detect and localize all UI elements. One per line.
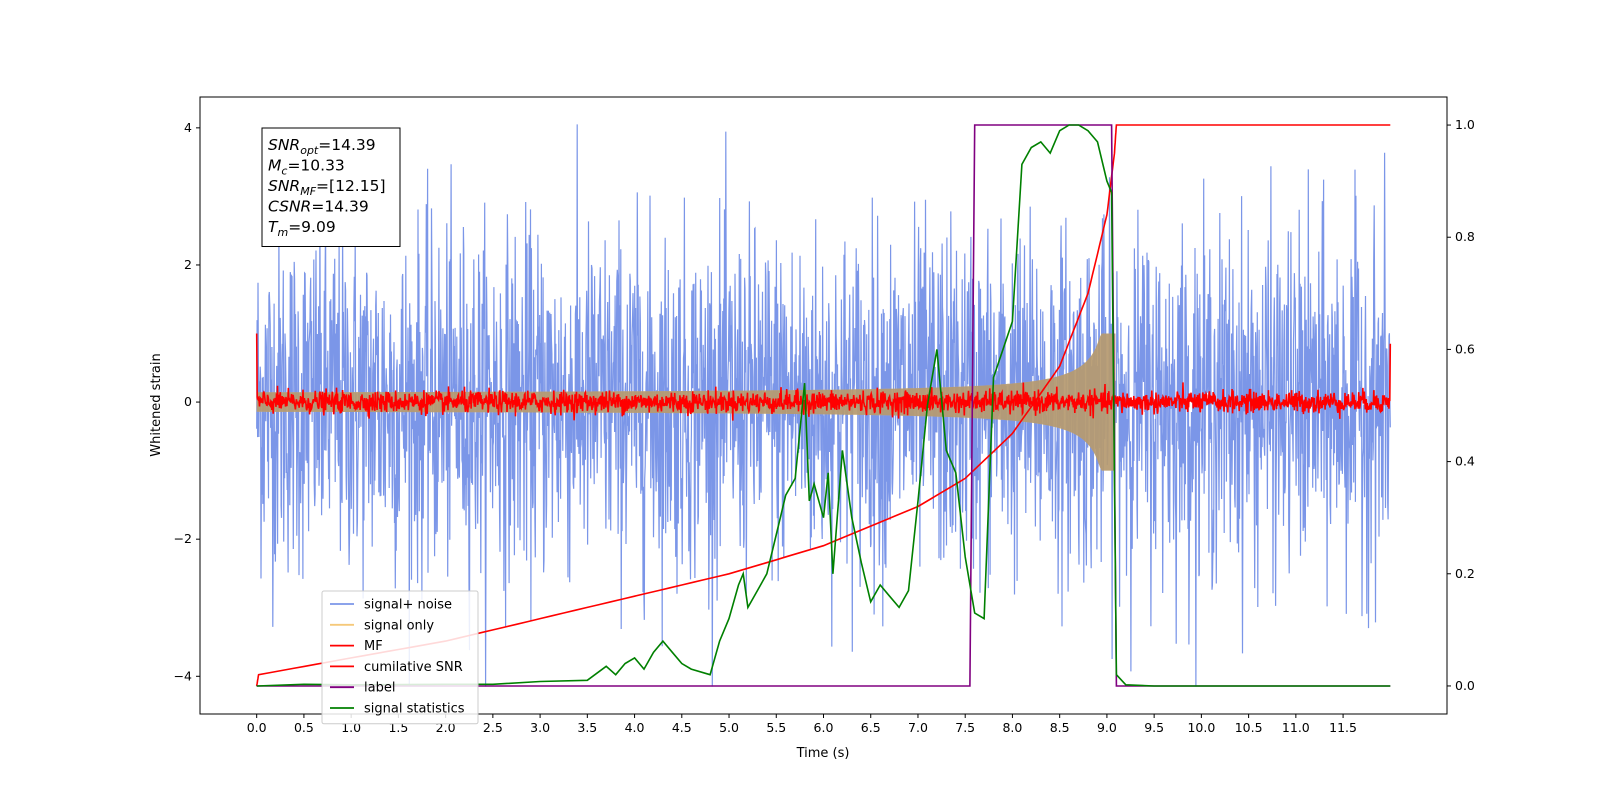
x-tick-label: 8.0	[1002, 720, 1022, 735]
y-left-tick-label: 4	[184, 120, 192, 135]
x-tick-label: 4.5	[672, 720, 692, 735]
x-tick-label: 8.5	[1050, 720, 1070, 735]
x-tick-label: 11.0	[1282, 720, 1310, 735]
legend-entry: signal only	[364, 618, 434, 633]
legend-entry: signal+ noise	[364, 598, 452, 613]
x-tick-label: 10.0	[1187, 720, 1215, 735]
legend-entry: MF	[364, 639, 383, 654]
x-tick-label: 3.5	[577, 720, 597, 735]
x-tick-label: 7.5	[955, 720, 975, 735]
y-axis-label: Whitened strain	[149, 353, 164, 456]
annotation-line: Tm=9.09	[268, 218, 336, 239]
annotation-frame	[261, 127, 401, 247]
legend-frame	[321, 590, 479, 725]
y-right-tick-label: 0.2	[1455, 566, 1475, 581]
y-right-tick-label: 0.4	[1455, 454, 1475, 469]
x-tick-label: 7.0	[908, 720, 928, 735]
y-right-tick-label: 1.0	[1455, 117, 1475, 132]
annotation-line: CSNR=14.39	[268, 198, 369, 216]
x-tick-label: 5.5	[766, 720, 786, 735]
x-tick-label: 9.5	[1144, 720, 1164, 735]
legend: signal+ noise signal only MF cumilative SNR…	[321, 590, 479, 725]
x-axis-ticks: 0.0 0.5 1.0 1.5 2.0 2.5 3.0 3.5 4.0 4.5 5.0 5.5 6.0 6…	[247, 714, 1357, 735]
stats-annotation-box: SNRopt=14.39Mc=10.33SNRMF=[12.15]CSNR=14…	[261, 127, 401, 247]
y-right-tick-label: 0.6	[1455, 341, 1475, 356]
annotation-line: Mc=10.33	[268, 157, 345, 178]
x-tick-label: 0.0	[247, 720, 267, 735]
annotation-line: SNRopt=14.39	[268, 136, 376, 157]
x-tick-label: 10.5	[1235, 720, 1263, 735]
legend-entry: cumilative SNR	[364, 660, 463, 675]
legend-entry: label	[364, 681, 395, 696]
y-right-tick-label: 0.8	[1455, 229, 1475, 244]
series-signal-statistics	[256, 124, 1391, 687]
legend-entry: signal statistics	[364, 702, 465, 717]
x-tick-label: 6.5	[861, 720, 881, 735]
x-tick-label: 3.0	[530, 720, 550, 735]
x-tick-label: 5.0	[719, 720, 739, 735]
y-axis-right-ticks: 0.0 0.2 0.4 0.6 0.8 1.0	[1447, 117, 1475, 693]
x-tick-label: 0.5	[294, 720, 314, 735]
x-tick-label: 11.5	[1329, 720, 1357, 735]
series-mf	[255, 333, 1392, 421]
x-tick-label: 6.0	[814, 720, 834, 735]
x-tick-label: 2.5	[483, 720, 503, 735]
annotation-line: SNRMF=[12.15]	[268, 177, 386, 198]
y-left-tick-label: −4	[174, 668, 192, 683]
series-signal-noise	[256, 124, 1391, 687]
x-tick-label: 9.0	[1097, 720, 1117, 735]
x-tick-label: 4.0	[625, 720, 645, 735]
y-left-tick-label: −2	[174, 531, 192, 546]
y-axis-left-ticks: −4 −2 0 2 4	[174, 120, 200, 683]
y-left-tick-label: 0	[184, 394, 192, 409]
y-left-tick-label: 2	[184, 257, 192, 272]
x-axis-label: Time (s)	[796, 746, 850, 761]
y-right-tick-label: 0.0	[1455, 678, 1475, 693]
